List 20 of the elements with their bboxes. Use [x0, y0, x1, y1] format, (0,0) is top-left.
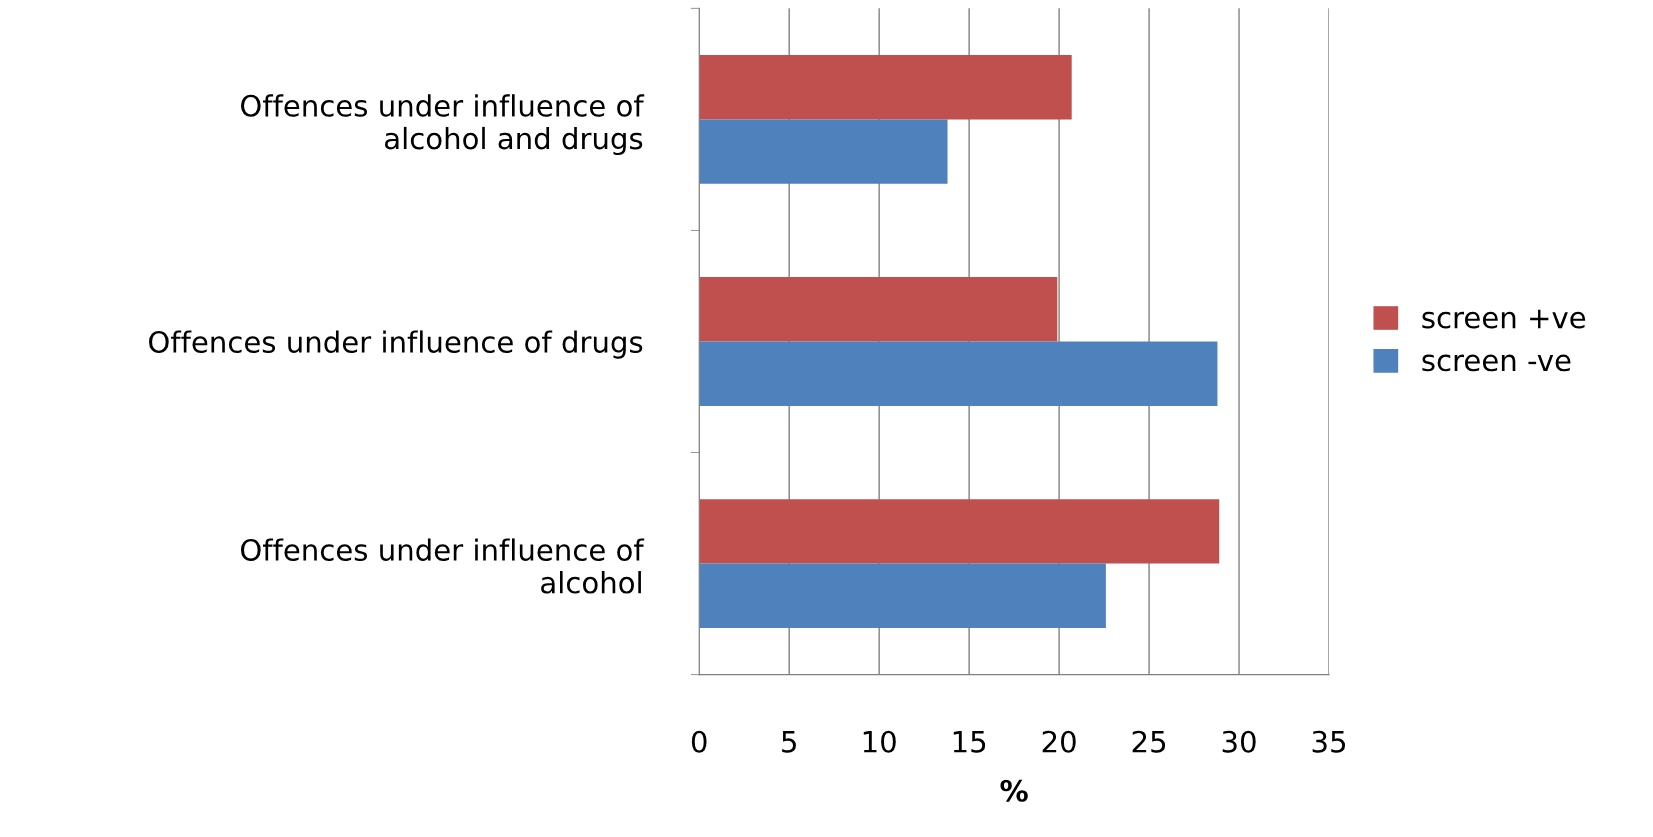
bar — [699, 119, 948, 184]
x-axis-title: % — [1000, 779, 1028, 802]
x-tick-label: 5 — [782, 731, 796, 753]
x-tick-label: 25 — [1132, 730, 1166, 753]
legend-label: screen -ve — [1422, 354, 1571, 372]
bar — [699, 55, 1072, 120]
x-tick-label: 0 — [691, 730, 707, 753]
bar — [699, 277, 1058, 342]
y-tick-label: Offences under influence of drugs — [149, 330, 643, 359]
bar — [699, 563, 1106, 628]
x-tick-label: 30 — [1222, 730, 1256, 753]
bar — [699, 341, 1218, 406]
y-tick-label: Offences under influence of alcohol — [240, 538, 645, 594]
x-tick-label: 35 — [1312, 730, 1346, 753]
y-tick-label: Offences under influence of alcohol and drugs — [240, 94, 645, 156]
x-tick-label: 20 — [1042, 730, 1076, 753]
bar — [699, 499, 1220, 564]
legend-label: screen +ve — [1422, 309, 1586, 329]
x-tick-label: 15 — [953, 731, 986, 753]
x-tick-label: 10 — [863, 730, 896, 753]
